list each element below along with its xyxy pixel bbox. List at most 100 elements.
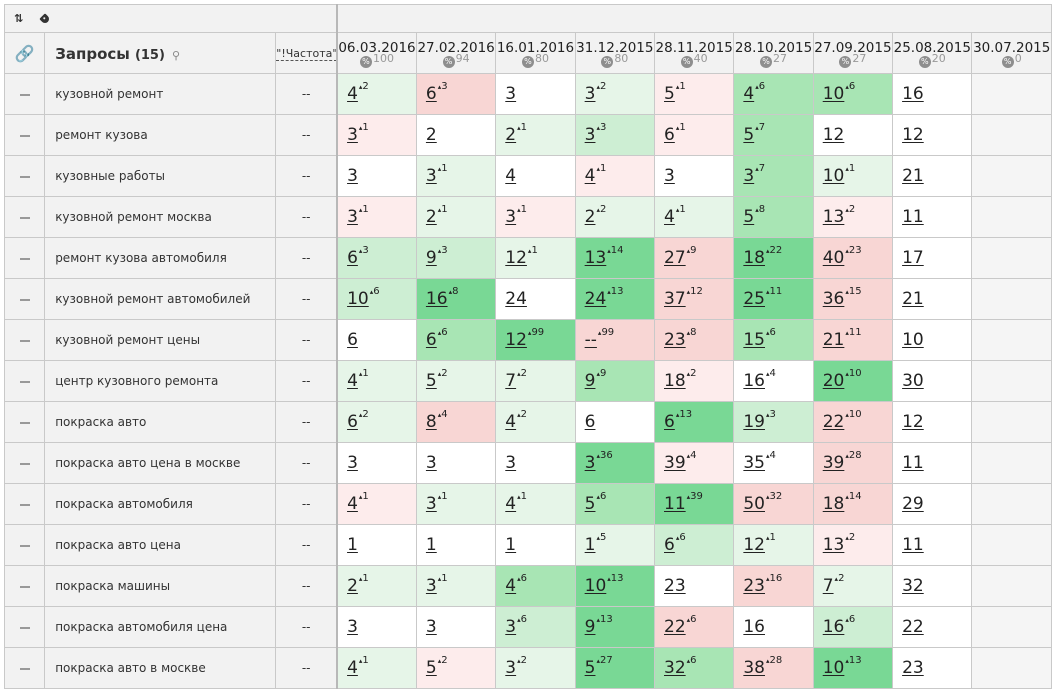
position-link[interactable]: 13 [822,207,845,227]
minus-icon[interactable] [19,381,30,383]
minus-icon[interactable] [19,504,30,506]
position-link[interactable]: 24 [584,289,607,309]
position-link[interactable]: 3 [347,617,358,637]
position-link[interactable]: 6 [347,248,358,268]
minus-icon[interactable] [19,422,30,424]
date-label[interactable]: 30.07.2015 [973,40,1051,56]
position-link[interactable]: 23 [664,330,686,350]
minus-icon[interactable] [19,258,30,260]
row-collapse-toggle[interactable] [3,483,46,525]
position-link[interactable]: 1 [584,535,596,555]
position-link[interactable]: 6 [425,330,437,350]
position-link[interactable]: 3 [347,166,358,186]
position-link[interactable]: 4 [347,371,358,391]
queries-header[interactable]: Запросы (15) ⚲ [44,32,277,74]
position-link[interactable]: 5 [743,207,755,227]
frequency-header[interactable]: "!Частота" [275,32,338,74]
position-link[interactable]: 18 [743,248,765,268]
position-link[interactable]: 7 [505,371,517,391]
position-link[interactable]: 4 [505,166,517,186]
row-collapse-toggle[interactable] [3,237,46,279]
position-link[interactable]: 23 [743,576,765,596]
minus-icon[interactable] [19,545,30,547]
position-link[interactable]: 3 [505,617,517,637]
date-label[interactable]: 31.12.2015 [576,40,654,56]
row-collapse-toggle[interactable] [3,360,46,402]
position-link[interactable]: 22 [902,617,924,637]
position-link[interactable]: 1 [425,535,437,555]
position-link[interactable]: 3 [347,125,358,145]
position-link[interactable]: 5 [425,371,437,391]
row-collapse-toggle[interactable] [3,155,46,197]
position-link[interactable]: -- [584,330,597,350]
row-collapse-toggle[interactable] [3,401,46,443]
date-column-header[interactable]: 06.03.2016% 100 [336,32,417,74]
position-link[interactable]: 4 [584,166,596,186]
search-icon[interactable]: ⚲ [172,48,181,62]
frequency-label[interactable]: "!Частота" [276,46,338,61]
position-link[interactable]: 8 [425,412,437,432]
position-link[interactable]: 3 [584,84,596,104]
position-link[interactable]: 20 [822,371,845,391]
date-label[interactable]: 28.11.2015 [655,40,733,56]
position-link[interactable]: 6 [664,412,675,432]
position-link[interactable]: 4 [505,412,517,432]
row-collapse-toggle[interactable] [3,442,46,484]
position-link[interactable]: 12 [902,412,924,432]
position-link[interactable]: 18 [822,494,845,514]
position-link[interactable]: 4 [347,494,358,514]
position-link[interactable]: 3 [347,453,358,473]
position-link[interactable]: 3 [505,658,517,678]
position-link[interactable]: 5 [584,494,596,514]
position-link[interactable]: 40 [822,248,845,268]
position-link[interactable]: 21 [902,166,924,186]
position-link[interactable]: 3 [584,453,596,473]
position-link[interactable]: 5 [584,658,596,678]
position-link[interactable]: 21 [902,289,924,309]
position-link[interactable]: 32 [902,576,924,596]
minus-icon[interactable] [19,176,30,178]
date-label[interactable]: 25.08.2015 [893,40,971,56]
date-column-header[interactable]: 16.01.2016% 80 [495,32,576,74]
position-link[interactable]: 12 [902,125,924,145]
position-link[interactable]: 3 [425,617,437,637]
position-link[interactable]: 6 [425,84,437,104]
row-collapse-toggle[interactable] [3,114,46,156]
date-column-header[interactable]: 27.09.2015% 27 [812,32,894,74]
position-link[interactable]: 16 [902,84,924,104]
date-column-header[interactable]: 30.07.2015% 0 [971,32,1052,74]
position-link[interactable]: 39 [822,453,845,473]
position-link[interactable]: 24 [505,289,527,309]
row-collapse-toggle[interactable] [3,647,46,689]
position-link[interactable]: 36 [822,289,845,309]
position-link[interactable]: 4 [347,658,358,678]
date-column-header[interactable]: 28.10.2015% 27 [733,32,814,74]
position-link[interactable]: 35 [743,453,765,473]
sort-icon[interactable]: ⇅ [14,12,24,25]
date-label[interactable]: 27.02.2016 [417,40,495,56]
minus-icon[interactable] [19,586,30,588]
position-link[interactable]: 10 [822,658,845,678]
position-link[interactable]: 3 [425,453,437,473]
row-collapse-toggle[interactable] [3,565,46,607]
position-link[interactable]: 5 [743,125,755,145]
position-link[interactable]: 2 [347,576,358,596]
position-link[interactable]: 9 [584,617,596,637]
minus-icon[interactable] [19,627,30,629]
link-glyph[interactable]: 🔗 [14,43,35,63]
position-link[interactable]: 3 [347,207,358,227]
position-link[interactable]: 16 [743,617,765,637]
minus-icon[interactable] [19,668,30,670]
position-link[interactable]: 23 [664,576,686,596]
position-link[interactable]: 32 [664,658,686,678]
position-link[interactable]: 4 [505,576,517,596]
row-collapse-toggle[interactable] [3,73,46,115]
position-link[interactable]: 16 [425,289,448,309]
position-link[interactable]: 11 [664,494,686,514]
position-link[interactable]: 4 [664,207,675,227]
position-link[interactable]: 27 [664,248,686,268]
position-link[interactable]: 50 [743,494,765,514]
position-link[interactable]: 6 [347,412,358,432]
position-link[interactable]: 9 [584,371,596,391]
row-collapse-toggle[interactable] [3,319,46,361]
